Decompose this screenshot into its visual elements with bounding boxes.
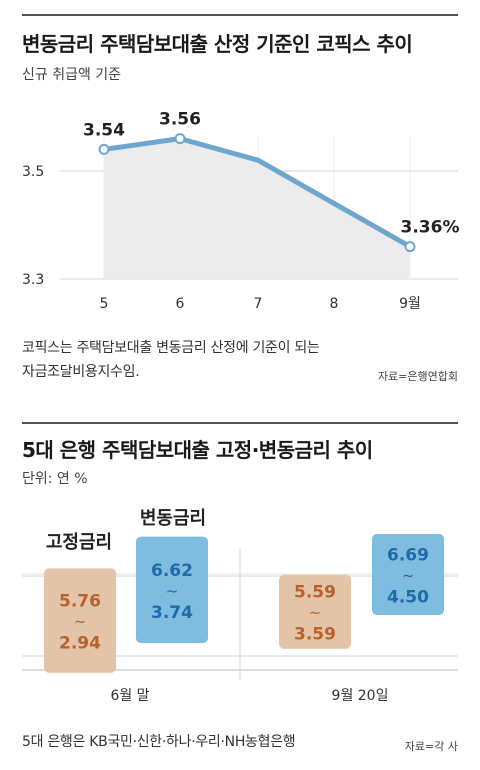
- fixed-rate-high-label: 5.59: [294, 583, 336, 603]
- fixed-rate-tilde: ~: [309, 604, 322, 622]
- area-fill: [104, 138, 410, 279]
- variable-rate-low-label: 4.50: [387, 588, 429, 608]
- data-label: 3.36%: [401, 218, 460, 238]
- fixed-rate-high-label: 5.76: [59, 592, 101, 612]
- legend-variable-label: 변동금리: [140, 508, 206, 529]
- chart2-note: 5대 은행은 KB국민·신한·하나·우리·NH농협은행: [22, 734, 296, 750]
- fixed-rate-range-box: [44, 568, 116, 673]
- variable-rate-low-label: 3.74: [151, 603, 193, 623]
- y-tick-label: 3.3: [22, 272, 44, 288]
- x-tick-label: 9월: [399, 296, 421, 312]
- legend-fixed-label: 고정금리: [46, 532, 112, 553]
- chart1-title: 변동금리 주택담보대출 산정 기준인 코픽스 추이: [22, 32, 413, 56]
- series-line: [101, 136, 413, 250]
- x-tick-label: 7: [254, 296, 263, 312]
- x-tick-label: 5: [100, 296, 109, 312]
- x-tick-label: 6: [176, 296, 185, 312]
- variable-rate-high-label: 6.69: [387, 546, 429, 566]
- chart1-subtitle: 신규 취급액 기준: [22, 67, 122, 83]
- data-point: [174, 133, 186, 145]
- section2-rule: [22, 422, 458, 424]
- chart1-note-line2: 자금조달비용지수임.: [22, 364, 140, 380]
- variable-rate-tilde: ~: [402, 567, 415, 585]
- data-point: [404, 241, 416, 253]
- category-label: 9월 20일: [332, 688, 389, 704]
- fixed-rate-range-box: [279, 574, 351, 649]
- chart1-note-line1: 코픽스는 주택담보대출 변동금리 산정에 기준이 되는: [22, 340, 320, 356]
- data-point: [98, 143, 110, 155]
- chart1-source: 자료=은행연합회: [377, 370, 458, 383]
- chart2-subtitle: 단위: 연 %: [22, 471, 88, 487]
- variable-rate-tilde: ~: [166, 582, 179, 600]
- y-tick-label: 3.5: [22, 164, 44, 180]
- variable-rate-high-label: 6.62: [151, 561, 193, 581]
- variable-rate-range-box: [136, 536, 208, 644]
- variable-rate-range-box: [372, 534, 444, 616]
- fixed-rate-tilde: ~: [74, 613, 87, 631]
- kofix-line-chart: 3.5 3.3 3.54 5 3.56 6 7 8 3.36% 9월: [22, 110, 460, 312]
- chart2-title: 5대 은행 주택담보대출 고정·변동금리 추이: [22, 438, 373, 462]
- fixed-rate-low-label: 2.94: [59, 634, 101, 654]
- data-label: 3.54: [83, 120, 125, 140]
- data-label: 3.56: [159, 110, 201, 130]
- x-tick-label: 8: [330, 296, 339, 312]
- category-label: 6월 말: [110, 688, 149, 704]
- chart2-source: 자료=각 사: [404, 740, 458, 753]
- top-rule: [22, 14, 458, 16]
- fixed-rate-low-label: 3.59: [294, 625, 336, 645]
